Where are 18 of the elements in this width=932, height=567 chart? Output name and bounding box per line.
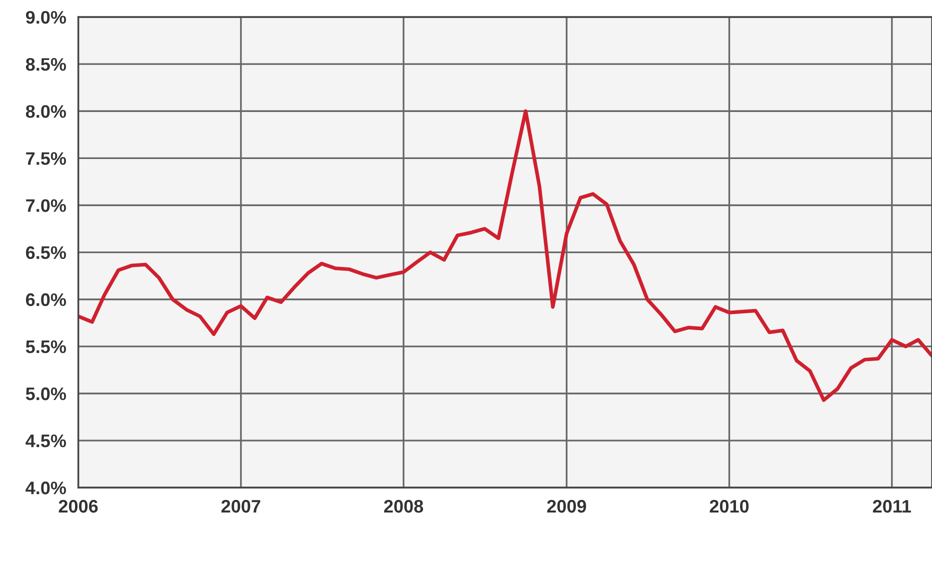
y-tick-label: 9.0% [26, 10, 66, 24]
x-tick-label: 2007 [221, 500, 260, 513]
y-tick-label: 4.0% [26, 482, 66, 494]
line-series [78, 109, 932, 402]
y-tick-label: 7.5% [26, 152, 66, 165]
y-tick-label: 5.5% [26, 340, 66, 354]
x-tick-label: 2011 [872, 500, 911, 513]
y-tick-label: 4.5% [26, 434, 66, 448]
y-tick-label: 6.5% [26, 246, 66, 260]
x-tick-label: 2006 [58, 500, 98, 513]
y-tick-label: 8.0% [26, 105, 66, 118]
x-tick-label: 2010 [710, 500, 749, 513]
x-tick-label: 2008 [384, 500, 424, 513]
y-tick-label: 8.5% [26, 58, 66, 71]
y-tick-label: 5.0% [26, 387, 66, 400]
y-tick-label: 6.0% [26, 293, 66, 306]
y-tick-label: 7.0% [26, 199, 66, 212]
x-tick-label: 2009 [547, 500, 586, 513]
